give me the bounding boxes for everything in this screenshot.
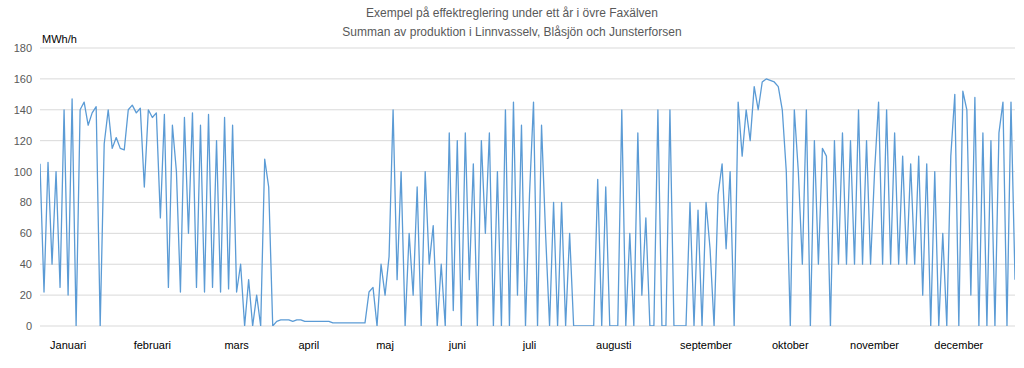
x-tick-label: november	[850, 339, 899, 351]
x-tick-label: Januari	[50, 339, 86, 351]
x-tick-label: april	[298, 339, 319, 351]
y-axis-label: MWh/h	[42, 33, 77, 45]
x-tick-label: oktober	[772, 339, 809, 351]
y-tick-label: 80	[20, 196, 32, 208]
y-tick-label: 160	[14, 73, 32, 85]
x-tick-label: februari	[134, 339, 171, 351]
grid-line	[40, 109, 1015, 110]
y-tick-label: 60	[20, 227, 32, 239]
x-tick-label: juli	[522, 339, 536, 351]
grid-line	[40, 140, 1015, 141]
y-tick-label: 0	[26, 320, 32, 332]
x-tick-label: juni	[448, 339, 466, 351]
chart: Exempel på effektreglering under ett år …	[0, 0, 1024, 368]
x-tick-label: mars	[224, 339, 249, 351]
x-tick-label: augusti	[596, 339, 631, 351]
grid-line	[40, 295, 1015, 296]
x-tick-label: maj	[376, 339, 394, 351]
y-tick-label: 40	[20, 258, 32, 270]
plot-area	[40, 79, 1015, 326]
subtitle: Summan av produktion i Linnvasselv, Blås…	[342, 25, 681, 39]
grid-line	[40, 233, 1015, 234]
line-series	[40, 79, 1015, 326]
x-tick-label: december	[934, 339, 983, 351]
y-tick-label: 100	[14, 166, 32, 178]
y-tick-label: 180	[14, 42, 32, 54]
y-tick-label: 140	[14, 104, 32, 116]
x-tick-label: september	[680, 339, 732, 351]
y-tick-label: 120	[14, 135, 32, 147]
title: Exempel på effektreglering under ett år …	[366, 6, 658, 20]
y-tick-label: 20	[20, 289, 32, 301]
grid-line	[40, 48, 1015, 49]
grid-line	[40, 326, 1015, 327]
grid-line	[40, 78, 1015, 79]
